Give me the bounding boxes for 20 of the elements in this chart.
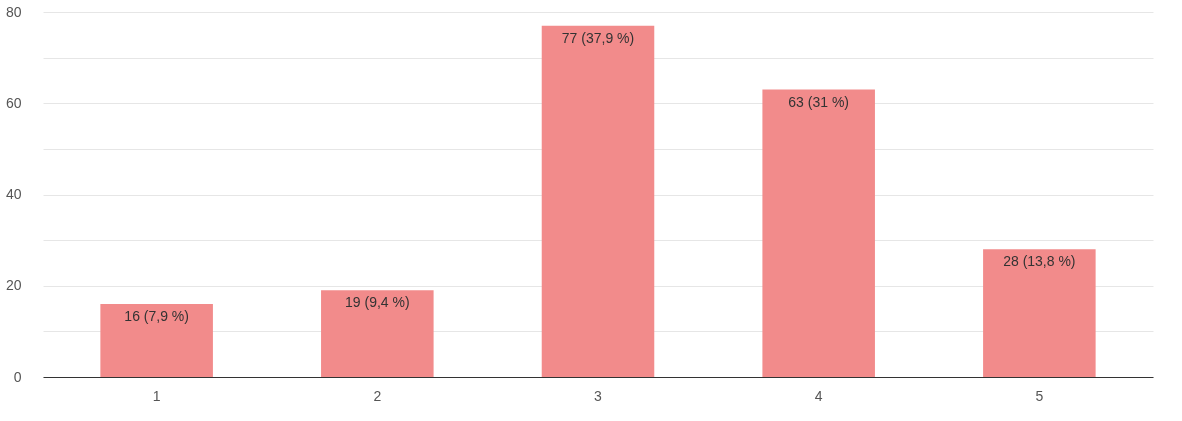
data-label: 16 (7,9 %) <box>124 308 189 324</box>
bar <box>983 249 1096 377</box>
y-tick-label: 40 <box>5 186 22 202</box>
bar <box>321 290 434 377</box>
data-label: 28 (13,8 %) <box>1003 253 1076 270</box>
bar <box>100 304 213 377</box>
y-tick-label: 20 <box>5 277 22 294</box>
x-tick-label: 1 <box>152 387 161 404</box>
bar <box>541 25 655 377</box>
x-tick-label: 4 <box>814 387 823 404</box>
y-tick-label: 80 <box>5 3 22 20</box>
data-label: 77 (37,9 %) <box>561 29 635 46</box>
bar <box>762 89 875 377</box>
y-tick-label: 0 <box>13 368 22 385</box>
data-label: 63 (31 %) <box>788 93 850 110</box>
data-label: 19 (9,4 %) <box>345 294 410 311</box>
x-tick-label: 2 <box>373 387 382 404</box>
y-tick-label: 60 <box>5 94 22 111</box>
x-tick-label: 3 <box>594 387 603 404</box>
x-tick-label: 5 <box>1035 387 1044 404</box>
